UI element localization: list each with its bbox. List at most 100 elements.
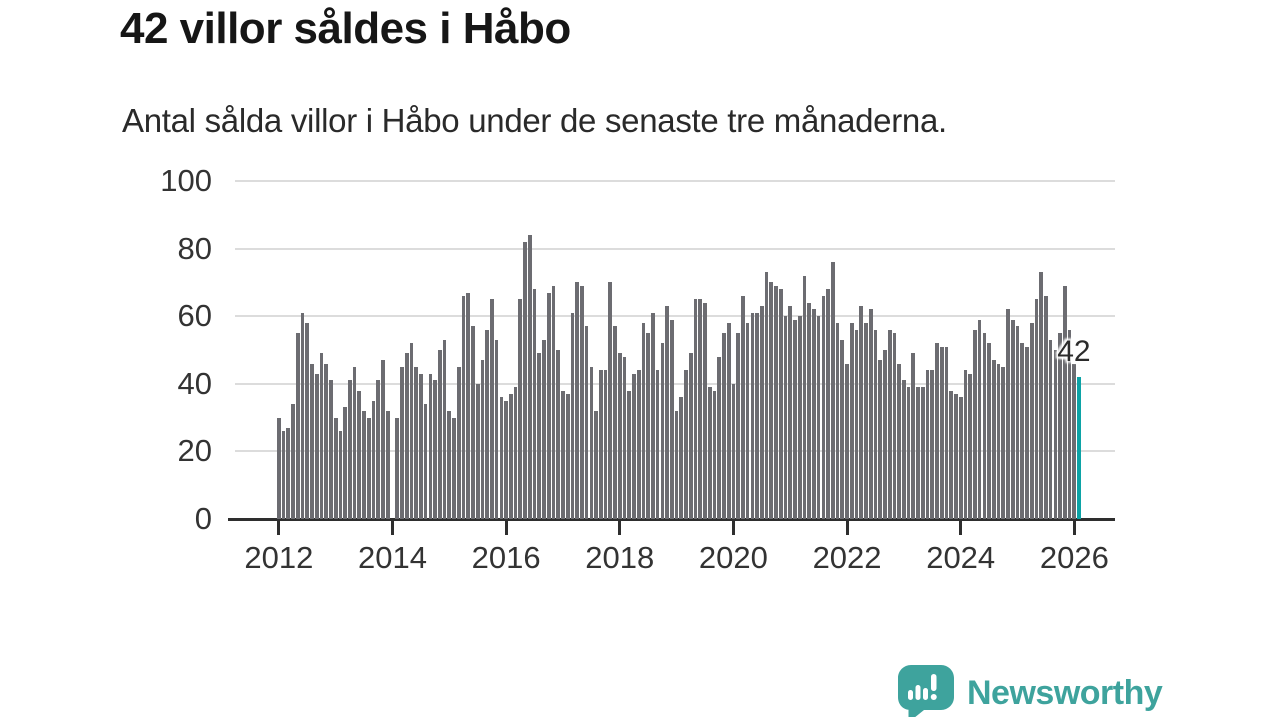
bar xyxy=(906,387,911,519)
bar xyxy=(949,390,954,519)
bar xyxy=(423,404,428,519)
bar xyxy=(797,316,802,519)
bar xyxy=(670,319,674,519)
bar xyxy=(414,366,418,519)
bar xyxy=(428,373,433,519)
x-axis-tick-2016 xyxy=(504,521,508,535)
bar xyxy=(849,322,854,519)
bar xyxy=(277,417,281,519)
bar xyxy=(400,366,404,519)
x-axis-tick-label-2020: 2020 xyxy=(698,540,768,575)
bar xyxy=(987,343,991,519)
bar xyxy=(916,387,920,519)
bar xyxy=(305,322,310,519)
x-axis-tick-2024 xyxy=(959,521,963,535)
y-axis-label-80: 80 xyxy=(177,230,212,266)
bar xyxy=(556,350,561,519)
bar xyxy=(883,350,887,519)
bar xyxy=(433,380,437,519)
bar xyxy=(793,319,797,519)
bar xyxy=(532,289,537,519)
bar xyxy=(826,289,830,519)
highlighted-bar xyxy=(1077,377,1081,519)
bar xyxy=(480,360,485,519)
bar xyxy=(774,285,778,519)
bar xyxy=(755,312,759,519)
bar xyxy=(1067,329,1072,519)
bar xyxy=(1015,326,1020,519)
bar xyxy=(371,400,376,519)
bar xyxy=(641,322,646,519)
x-axis-tick-label-2012: 2012 xyxy=(244,540,314,575)
bar xyxy=(385,410,390,519)
bar xyxy=(982,333,987,519)
bar xyxy=(523,241,527,519)
bar xyxy=(807,302,811,519)
bar xyxy=(688,353,693,519)
bar xyxy=(778,289,783,519)
bar xyxy=(343,407,347,519)
bar xyxy=(442,339,447,519)
bar xyxy=(1020,343,1025,519)
bar xyxy=(698,299,703,519)
x-axis-tick-2012 xyxy=(277,521,281,535)
bar xyxy=(887,329,892,519)
bar xyxy=(963,370,968,519)
bar xyxy=(551,285,556,519)
x-axis-tick-label-2016: 2016 xyxy=(471,540,541,575)
bar xyxy=(991,360,996,519)
bar xyxy=(409,343,414,519)
bar xyxy=(977,319,982,519)
bar xyxy=(575,282,579,519)
x-axis-tick-2020 xyxy=(731,521,735,535)
bar xyxy=(840,339,845,519)
newsworthy-logo-icon xyxy=(897,664,955,722)
bar xyxy=(598,370,603,519)
bar xyxy=(759,306,764,519)
bar xyxy=(930,370,935,519)
bar xyxy=(485,329,490,519)
bar xyxy=(1006,309,1010,519)
bar xyxy=(352,366,357,519)
bar xyxy=(546,292,551,519)
bar xyxy=(741,295,745,519)
bar xyxy=(1034,299,1039,519)
bar xyxy=(617,353,622,519)
bar xyxy=(812,309,816,519)
gridline-40 xyxy=(235,382,1115,385)
y-axis-label-40: 40 xyxy=(177,365,212,401)
x-axis-tick-2026 xyxy=(1072,521,1076,535)
bar xyxy=(594,410,598,519)
bar xyxy=(542,339,546,519)
bar xyxy=(381,360,385,519)
bar xyxy=(494,339,499,519)
bar xyxy=(561,390,565,519)
bar xyxy=(447,410,452,519)
page-title: 42 villor såldes i Håbo xyxy=(120,4,571,53)
bar xyxy=(935,343,939,519)
bar xyxy=(703,302,707,519)
bar xyxy=(660,343,665,519)
newsworthy-logo: Newsworthy xyxy=(897,664,1163,722)
bar xyxy=(295,333,300,519)
bar xyxy=(636,370,641,519)
bar xyxy=(310,363,314,519)
bar xyxy=(419,373,423,519)
bar xyxy=(537,353,542,519)
bar xyxy=(461,295,466,519)
bar xyxy=(802,275,807,519)
bar xyxy=(783,316,788,519)
bar xyxy=(475,383,480,519)
bar xyxy=(845,363,849,519)
bar xyxy=(674,410,679,519)
bar xyxy=(1048,339,1053,519)
bar xyxy=(603,370,608,519)
bar xyxy=(357,390,362,519)
bar xyxy=(329,380,333,519)
bar xyxy=(788,306,793,519)
bar xyxy=(366,417,371,519)
bar xyxy=(1010,319,1015,519)
bar xyxy=(944,346,949,519)
bar xyxy=(504,400,508,519)
bar xyxy=(608,282,613,519)
